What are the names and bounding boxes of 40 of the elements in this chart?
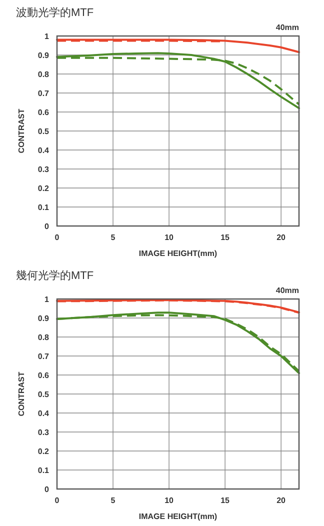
x-axis-title: IMAGE HEIGHT(mm) [138, 249, 218, 258]
y-tick-label: 0.5 [38, 390, 50, 399]
y-tick-label: 0.6 [38, 371, 50, 380]
y-tick-label: 0.4 [38, 146, 50, 155]
x-axis-title: IMAGE HEIGHT(mm) [138, 512, 218, 521]
y-tick-label: 0.7 [38, 352, 50, 361]
y-tick-label: 0.1 [38, 203, 50, 212]
y-tick-label: 0.7 [38, 89, 50, 98]
x-tick-label: 0 [54, 233, 60, 242]
y-tick-label: 0.3 [38, 428, 50, 437]
x-tick-label: 5 [110, 496, 116, 505]
x-tick-label: 15 [220, 496, 230, 505]
x-tick-label: 5 [110, 233, 116, 242]
y-tick-label: 0 [44, 222, 50, 231]
x-tick-label: 10 [164, 233, 174, 242]
x-tick-label: 0 [54, 496, 60, 505]
y-tick-label: 0.8 [38, 70, 50, 79]
y-tick-label: 0.9 [38, 51, 50, 60]
y-tick-label: 0.9 [38, 314, 50, 323]
y-tick-label: 0.6 [38, 108, 50, 117]
y-tick-label: 0.5 [38, 127, 50, 136]
y-tick-label: 0.8 [38, 333, 50, 342]
x-tick-label: 20 [276, 233, 286, 242]
y-tick-label: 0 [44, 485, 50, 494]
chart-title: 波動光学的MTF [16, 6, 94, 19]
y-axis-title: CONTRAST [17, 108, 26, 154]
y-tick-label: 0.2 [38, 447, 50, 456]
y-tick-label: 0.3 [38, 165, 50, 174]
y-tick-label: 1 [44, 32, 50, 41]
text: 40mm [276, 286, 299, 295]
y-axis-title: CONTRAST [17, 372, 26, 416]
x-tick-label: 20 [276, 496, 286, 505]
y-tick-label: 0.4 [38, 409, 50, 418]
text: 40mm [276, 23, 299, 32]
x-tick-label: 10 [164, 496, 174, 505]
chart-title: 幾何光学的MTF [16, 269, 94, 282]
y-tick-label: 0.1 [38, 466, 50, 475]
y-tick-label: 0.2 [38, 184, 50, 193]
y-tick-label: 1 [44, 295, 50, 304]
x-tick-label: 15 [220, 233, 230, 242]
